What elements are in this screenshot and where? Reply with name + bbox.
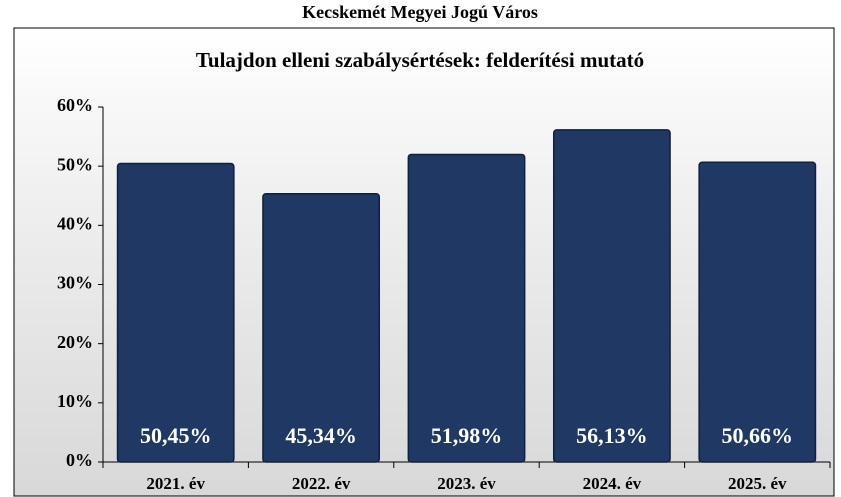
data-label: 50,66% bbox=[722, 423, 794, 448]
y-tick-label: 10% bbox=[57, 391, 93, 411]
y-tick-label: 60% bbox=[57, 95, 93, 115]
data-label: 50,45% bbox=[140, 423, 212, 448]
bar bbox=[262, 192, 381, 463]
chart-subtitle: Kecskemét Megyei Jogú Város bbox=[302, 2, 538, 22]
y-tick-label: 40% bbox=[57, 213, 93, 233]
y-tick-label: 0% bbox=[66, 450, 93, 470]
x-tick-label: 2024. év bbox=[583, 474, 642, 493]
data-label: 51,98% bbox=[431, 423, 503, 448]
x-tick-label: 2025. év bbox=[728, 474, 787, 493]
data-label: 45,34% bbox=[285, 423, 357, 448]
y-tick-label: 50% bbox=[57, 154, 93, 174]
x-tick-label: 2021. év bbox=[146, 474, 205, 493]
chart-title: Tulajdon elleni szabálysértések: felderí… bbox=[196, 48, 644, 72]
x-tick-label: 2022. év bbox=[292, 474, 351, 493]
y-tick-label: 20% bbox=[57, 332, 93, 352]
bar bbox=[407, 153, 526, 463]
x-tick-label: 2023. év bbox=[437, 474, 496, 493]
data-label: 56,13% bbox=[576, 423, 648, 448]
y-tick-label: 30% bbox=[57, 273, 93, 293]
bar bbox=[698, 161, 817, 463]
bar bbox=[552, 129, 671, 463]
bar bbox=[116, 162, 235, 463]
